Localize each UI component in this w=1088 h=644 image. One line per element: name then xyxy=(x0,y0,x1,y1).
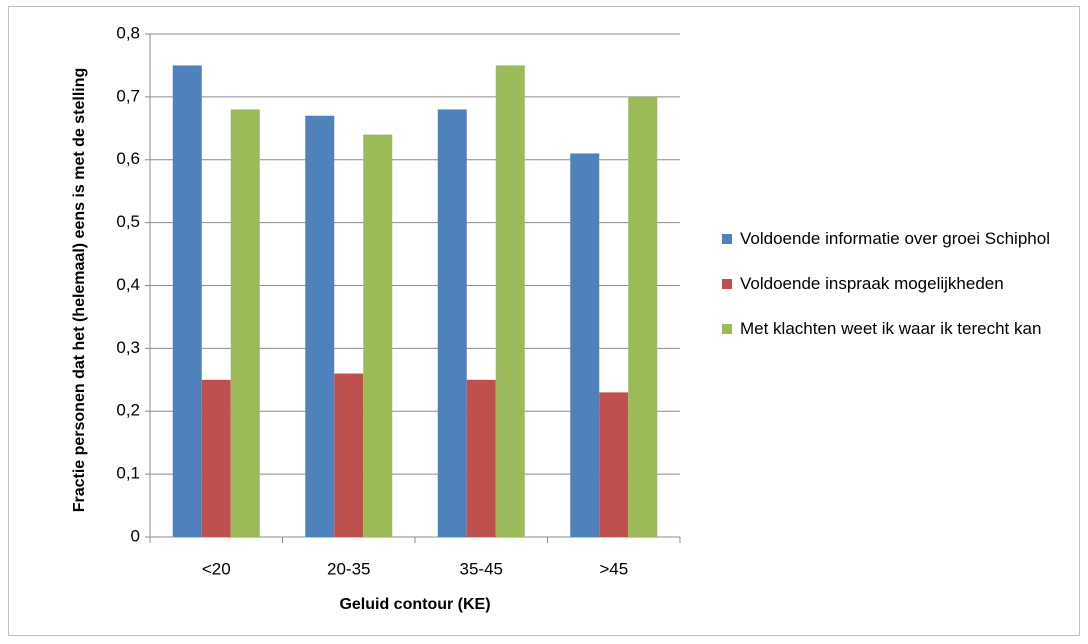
bar xyxy=(305,115,335,538)
y-axis-title: Fractie personen dat het (helemaal) eens… xyxy=(71,67,88,513)
bar xyxy=(363,134,393,537)
y-tick-label: 0 xyxy=(131,526,140,545)
bar xyxy=(570,153,600,537)
legend-label: Voldoende inspraak mogelijkheden xyxy=(740,274,1004,293)
y-tick-label: 0,5 xyxy=(116,212,140,231)
bar xyxy=(172,65,202,537)
x-tick-label: 35-45 xyxy=(460,559,503,578)
y-tick-label: 0,2 xyxy=(116,401,140,420)
legend-item: Met klachten weet ik waar ik terecht kan xyxy=(722,315,1088,342)
y-tick-label: 0,8 xyxy=(116,23,140,42)
legend: Voldoende informatie over groei Schiphol… xyxy=(722,225,1088,360)
legend-label: Met klachten weet ik waar ik terecht kan xyxy=(740,319,1042,338)
y-tick-label: 0,1 xyxy=(116,464,140,483)
x-axis-title: Geluid contour (KE) xyxy=(339,596,490,613)
y-tick-label: 0,4 xyxy=(116,275,140,294)
bar xyxy=(230,109,260,537)
legend-item: Voldoende informatie over groei Schiphol xyxy=(722,225,1088,252)
legend-swatch xyxy=(722,234,732,244)
legend-item: Voldoende inspraak mogelijkheden xyxy=(722,270,1088,297)
bar xyxy=(495,65,525,537)
bar xyxy=(437,109,467,537)
bar xyxy=(466,379,496,537)
bar xyxy=(599,392,629,537)
bar xyxy=(334,373,364,537)
y-tick-label: 0,3 xyxy=(116,338,140,357)
legend-swatch xyxy=(722,279,732,289)
x-tick-label: 20-35 xyxy=(327,559,370,578)
legend-label: Voldoende informatie over groei Schiphol xyxy=(740,229,1050,248)
y-tick-label: 0,7 xyxy=(116,86,140,105)
x-tick-label: >45 xyxy=(599,559,628,578)
bar xyxy=(201,379,231,537)
bar xyxy=(628,96,658,537)
x-tick-label: <20 xyxy=(202,559,231,578)
y-tick-label: 0,6 xyxy=(116,149,140,168)
legend-swatch xyxy=(722,324,732,334)
chart-border xyxy=(8,6,1080,636)
